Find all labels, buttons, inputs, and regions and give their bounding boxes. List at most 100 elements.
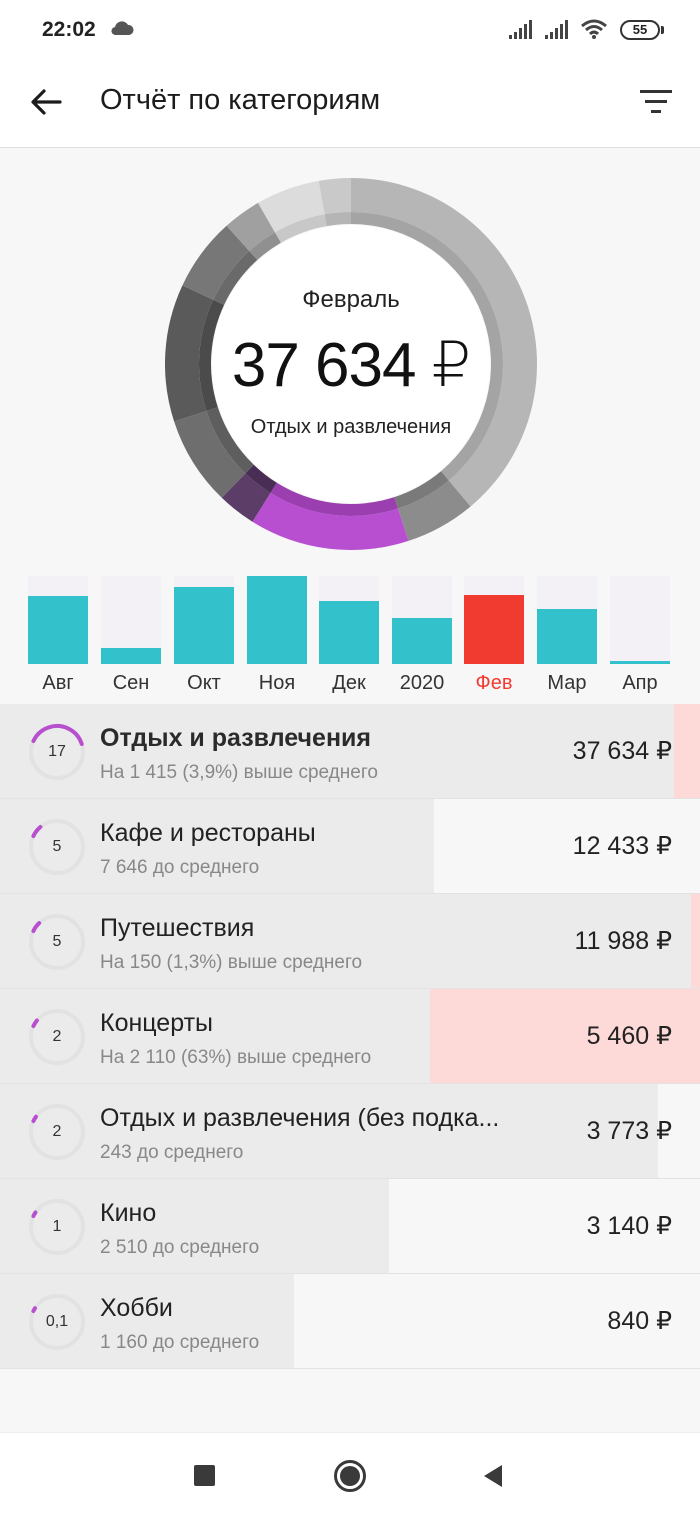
battery-icon: 55 <box>620 20 660 40</box>
bar-column[interactable] <box>464 576 524 664</box>
category-amount: 12 433 ₽ <box>572 832 672 860</box>
donut-segment-inner[interactable] <box>199 299 225 411</box>
bar-tick-label[interactable]: Окт <box>187 672 221 694</box>
bar-column[interactable] <box>174 576 234 664</box>
bar-tick-label[interactable]: Ноя <box>258 672 296 694</box>
filter-icon[interactable] <box>636 84 676 124</box>
status-bar: 22:02 55 <box>0 0 700 62</box>
count-label: 5 <box>52 933 62 950</box>
bar-column[interactable] <box>610 576 670 664</box>
category-note: 7 646 до среднего <box>100 857 260 878</box>
bar <box>464 595 524 664</box>
list-item[interactable]: 1 Кино 2 510 до среднего 3 140 ₽ <box>0 1179 700 1274</box>
count-label: 17 <box>48 743 66 760</box>
category-note: 2 510 до среднего <box>100 1237 260 1258</box>
donut-segment-inner[interactable] <box>351 212 504 481</box>
bar-column[interactable] <box>392 576 452 664</box>
donut-segment[interactable] <box>258 180 325 233</box>
bar-column[interactable] <box>28 576 88 664</box>
donut-segment[interactable] <box>252 492 409 550</box>
donut-segment[interactable] <box>318 178 351 215</box>
bar <box>537 609 597 664</box>
category-name: Хобби <box>100 1294 173 1322</box>
count-label: 0,1 <box>45 1313 69 1330</box>
wifi-icon <box>581 19 607 39</box>
category-amount: 3 140 ₽ <box>586 1212 672 1240</box>
list-item[interactable]: 17 Отдых и развлечения На 1 415 (3,9%) выш… <box>0 704 700 799</box>
category-note: На 150 (1,3%) выше среднего <box>100 952 363 973</box>
donut-segment[interactable] <box>226 202 275 252</box>
category-list: 17 Отдых и развлечения На 1 415 (3,9%) выш… <box>0 704 700 1369</box>
count-ring-icon <box>29 1199 85 1255</box>
signal-icon <box>545 20 568 39</box>
list-item[interactable]: 2 Отдых и развлечения (без подка... 243 до… <box>0 1084 700 1179</box>
donut-category: Отдых и развлечения <box>250 416 452 438</box>
donut-segment[interactable] <box>182 225 250 300</box>
count-ring-icon <box>29 1009 85 1065</box>
list-item[interactable]: 5 Кафе и рестораны 7 646 до среднего 12 433… <box>0 799 700 894</box>
share-bar <box>0 1084 658 1178</box>
donut-segment[interactable] <box>221 473 271 522</box>
over-average-bar <box>690 894 700 988</box>
back-triangle-icon[interactable] <box>482 1463 504 1489</box>
bar <box>392 618 452 664</box>
bar <box>610 661 670 664</box>
donut-segment[interactable] <box>165 285 214 422</box>
bar-column[interactable] <box>537 576 597 664</box>
bar <box>28 596 88 664</box>
count-ring-icon <box>29 724 85 780</box>
share-bar <box>0 989 430 1083</box>
cloud-icon <box>111 21 134 36</box>
bar <box>247 576 307 664</box>
bar-column[interactable] <box>319 576 379 664</box>
bar-tick-label[interactable]: Фев <box>475 672 513 694</box>
count-label: 1 <box>52 1218 62 1235</box>
count-ring-icon <box>29 819 85 875</box>
donut-segment-inner[interactable] <box>270 482 398 516</box>
bar-tick-label[interactable]: Дек <box>332 672 366 694</box>
bar-tick-label[interactable]: Сен <box>112 672 150 694</box>
donut-month: Февраль <box>302 286 400 313</box>
list-item[interactable]: 2 Концерты На 2 110 (63%) выше среднего 5 4… <box>0 989 700 1084</box>
donut-segment[interactable] <box>174 410 246 498</box>
battery-tip <box>661 26 664 34</box>
donut-segment-inner[interactable] <box>324 212 351 227</box>
bar <box>319 601 379 664</box>
donut-amount: 37 634 ₽ <box>231 331 471 400</box>
page-title: Отчёт по категориям <box>100 84 381 116</box>
category-amount: 840 ₽ <box>607 1307 672 1335</box>
monthly-bar-chart: Авг Сен Окт Ноя Дек 2020 Фев Мар Апр <box>0 576 700 704</box>
donut-segment-inner[interactable] <box>206 407 254 474</box>
status-time: 22:02 <box>42 18 96 41</box>
list-item[interactable]: 5 Путешествия На 150 (1,3%) выше среднего 1… <box>0 894 700 989</box>
bar-column[interactable] <box>247 576 307 664</box>
donut-segment-inner[interactable] <box>394 471 449 509</box>
share-bar <box>0 1179 390 1273</box>
category-name: Путешествия <box>100 914 255 942</box>
donut-center: Февраль 37 634 ₽ Отдых и развлечения <box>165 178 537 550</box>
count-ring-icon <box>29 1294 85 1350</box>
recents-square-icon[interactable] <box>194 1465 215 1486</box>
donut-segment-inner[interactable] <box>275 214 327 243</box>
donut-segment-inner[interactable] <box>213 251 258 305</box>
list-item[interactable]: 0,1 Хобби 1 160 до среднего 840 ₽ <box>0 1274 700 1369</box>
donut-segment-inner[interactable] <box>249 232 281 260</box>
category-donut-chart[interactable] <box>165 178 537 550</box>
bar <box>174 587 234 664</box>
donut-segment[interactable] <box>397 480 471 541</box>
bar-tick-label[interactable]: Авг <box>42 672 74 694</box>
bar-tick-label[interactable]: 2020 <box>399 672 445 694</box>
share-bar <box>0 1274 294 1368</box>
over-average-bar <box>429 989 700 1083</box>
category-name: Кино <box>100 1199 157 1227</box>
home-circle-icon[interactable] <box>333 1459 367 1493</box>
share-bar <box>0 894 691 988</box>
count-label: 5 <box>52 838 62 855</box>
arrow-left-icon[interactable] <box>26 82 66 122</box>
donut-segment-inner[interactable] <box>245 464 277 493</box>
count-ring-icon <box>29 914 85 970</box>
bar-tick-label[interactable]: Мар <box>547 672 587 694</box>
bar-tick-label[interactable]: Апр <box>622 672 658 694</box>
count-label: 2 <box>52 1123 62 1140</box>
bar-column[interactable] <box>101 576 161 664</box>
